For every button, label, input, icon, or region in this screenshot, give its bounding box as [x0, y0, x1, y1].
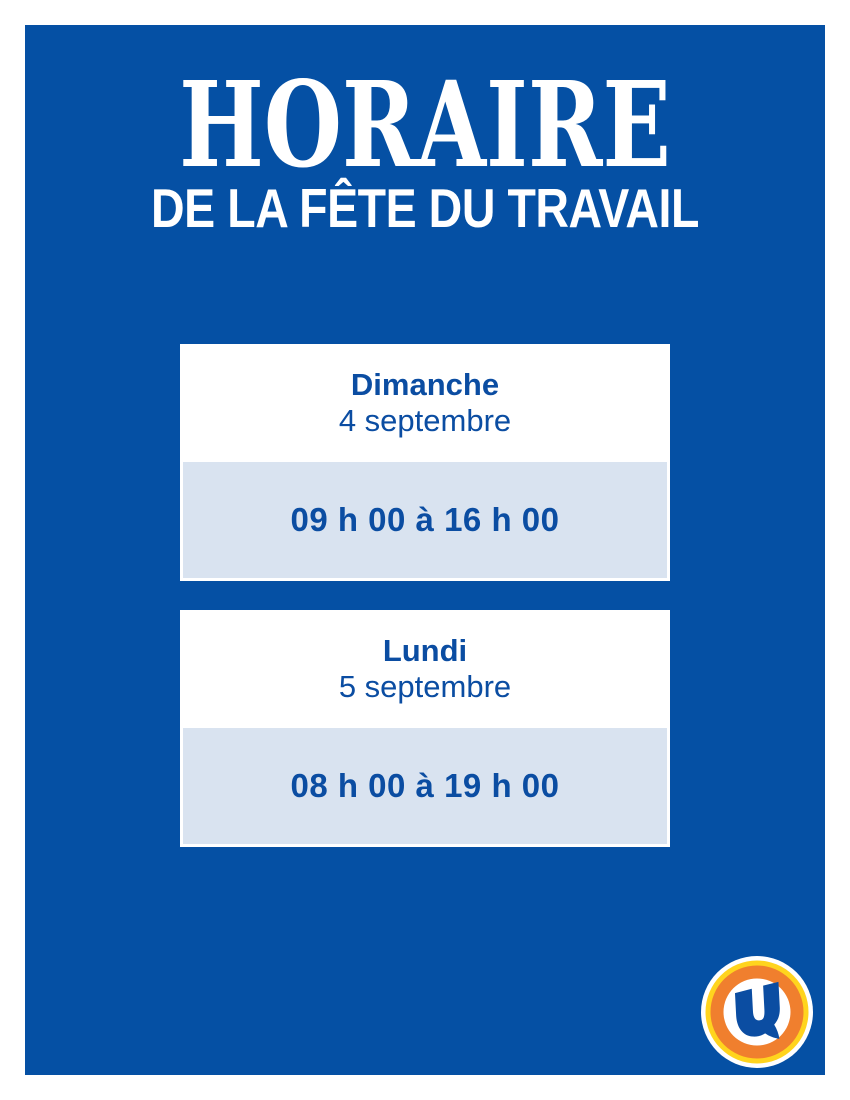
uniprix-logo: [701, 956, 813, 1068]
card-day-section: Lundi 5 septembre: [180, 610, 670, 728]
day-label: Dimanche: [350, 367, 500, 402]
date-label: 5 septembre: [338, 669, 512, 704]
card-day-section: Dimanche 4 septembre: [180, 344, 670, 462]
date-label: 4 septembre: [338, 403, 512, 438]
schedule-card-sunday: Dimanche 4 septembre 09 h 00 à 16 h 00: [180, 344, 670, 581]
hours-label: 08 h 00 à 19 h 00: [290, 767, 560, 804]
uniprix-logo-icon: [701, 956, 813, 1068]
day-label: Lundi: [382, 633, 468, 668]
poster-subtitle: DE LA FÊTE DU TRAVAIL: [151, 177, 699, 239]
hours-label: 09 h 00 à 16 h 00: [290, 501, 560, 538]
card-hours-section: 08 h 00 à 19 h 00: [183, 728, 667, 844]
logo-letter-u: [734, 981, 780, 1039]
poster-title: HORAIRE: [179, 55, 671, 194]
card-hours-section: 09 h 00 à 16 h 00: [183, 462, 667, 578]
schedule-card-monday: Lundi 5 septembre 08 h 00 à 19 h 00: [180, 610, 670, 847]
